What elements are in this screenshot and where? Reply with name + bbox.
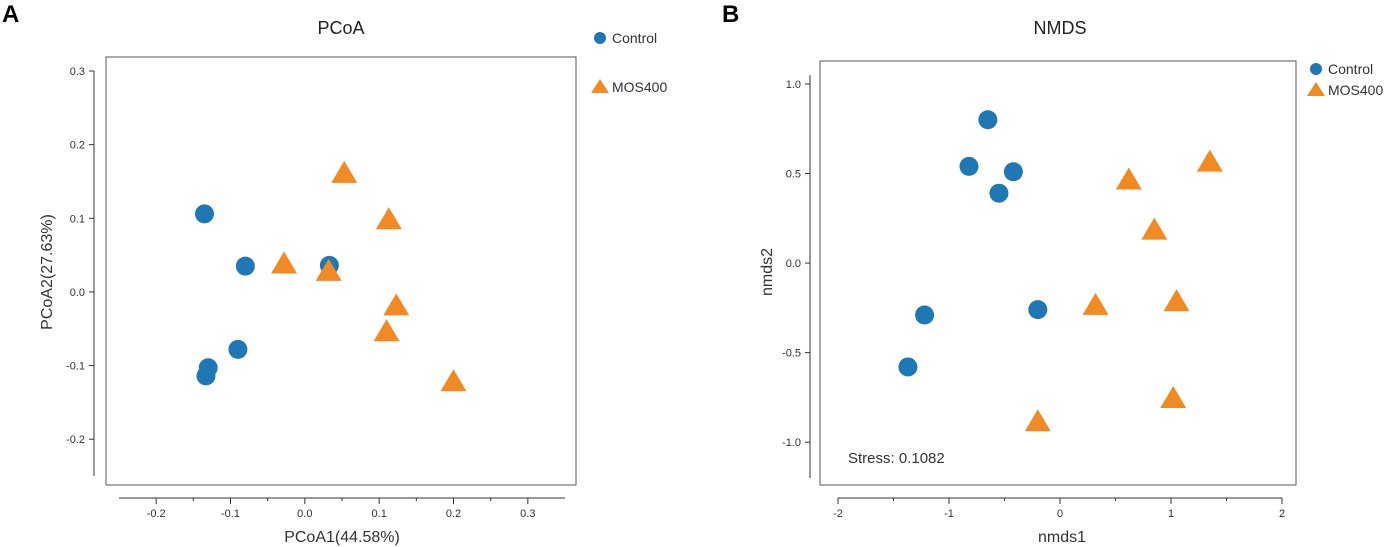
point-mos400-pcoa [271,251,298,274]
legend-marker-control-pcoa [594,32,606,44]
y-tick-label-nmds: 1.0 [786,79,801,91]
ticks-nmds: -2 -1 0 1 2 -1.0 -0.5 0.0 0.5 1.0 [782,79,1285,520]
points-pcoa [194,160,467,392]
panel-label-b: B [722,1,739,28]
y-tick-label-pcoa: 0.3 [70,66,85,78]
point-control-pcoa [235,256,255,276]
point-mos400-pcoa [375,207,402,230]
legend-label-mos400-nmds: MOS400 [1328,82,1383,98]
point-mos400-pcoa [383,293,410,316]
ticks-pcoa: -0.2 -0.1 0.0 0.1 0.2 0.3 -0.2 -0.1 0.0 0.1 0.2 0.3 [66,66,535,520]
stress-annotation: Stress: 0.1082 [848,450,945,467]
y-tick-label-pcoa: -0.1 [66,361,85,373]
x-tick-label-pcoa: 0.1 [372,508,387,520]
x-tick-label-pcoa: -0.2 [147,508,166,520]
point-control-nmds [898,357,918,377]
points-nmds [898,110,1223,432]
point-control-nmds [1028,300,1048,320]
point-control-nmds [989,183,1009,203]
point-mos400-pcoa [315,258,342,281]
point-mos400-pcoa [440,369,467,392]
legend-nmds: Control MOS400 [1307,61,1383,98]
point-control-pcoa [228,339,248,359]
point-control-nmds [959,156,979,176]
point-control-nmds [915,305,935,325]
legend-label-control-pcoa: Control [612,30,657,46]
point-control-pcoa [196,366,216,386]
x-tick-label-nmds: 2 [1279,508,1285,520]
y-tick-label-pcoa: 0.1 [70,213,85,225]
x-axis-label-pcoa: PCoA1(44.58%) [284,529,400,546]
chart-title-pcoa: PCoA [317,18,364,38]
point-mos400-nmds [1141,217,1168,240]
panel-pcoa: A PCoA -0.2 -0.1 0.0 0.1 0.2 0.3 -0.2 -0.1 0.0 0.… [2,1,667,546]
point-mos400-pcoa [373,319,400,342]
legend-label-mos400-pcoa: MOS400 [612,79,667,95]
x-axis-label-nmds: nmds1 [1038,529,1086,546]
y-tick-label-nmds: -0.5 [782,348,801,360]
legend-marker-mos400-nmds [1307,82,1325,96]
x-tick-label-pcoa: 0.0 [297,508,312,520]
point-control-nmds [1003,162,1023,182]
y-tick-label-pcoa: 0.2 [70,140,85,152]
point-mos400-nmds [1115,167,1142,190]
point-mos400-nmds [1163,289,1190,312]
plot-frame-pcoa [105,56,577,486]
chart-title-nmds: NMDS [1034,18,1087,38]
legend-pcoa: Control MOS400 [591,30,667,95]
y-tick-label-nmds: 0.5 [786,169,801,181]
legend-marker-control-nmds [1310,63,1322,75]
x-tick-label-pcoa: 0.2 [446,508,461,520]
plot-frame-nmds [819,60,1297,486]
panel-nmds: B NMDS -2 -1 0 1 2 -1.0 -0.5 0.0 0.5 1.0 nmds1 nm… [722,1,1383,546]
y-tick-label-pcoa: 0.0 [70,287,85,299]
y-axis-label-pcoa: PCoA2(27.63%) [39,214,56,330]
point-control-nmds [978,110,998,130]
x-tick-label-nmds: 1 [1168,508,1174,520]
x-tick-label-pcoa: -0.1 [221,508,240,520]
point-mos400-nmds [1024,409,1051,432]
x-tick-label-nmds: -2 [833,508,843,520]
panel-label-a: A [2,1,19,28]
point-mos400-nmds [1082,292,1109,315]
x-tick-label-nmds: -1 [944,508,954,520]
point-mos400-nmds [1160,385,1187,408]
y-axis-label-nmds: nmds2 [759,248,776,296]
legend-label-control-nmds: Control [1328,61,1373,77]
y-tick-label-nmds: 0.0 [786,258,801,270]
x-tick-label-nmds: 0 [1057,508,1063,520]
point-mos400-pcoa [331,160,358,183]
point-control-pcoa [194,204,214,224]
y-tick-label-nmds: -1.0 [782,437,801,449]
point-mos400-nmds [1196,149,1223,172]
legend-marker-mos400-pcoa [591,79,609,93]
x-tick-label-pcoa: 0.3 [520,508,535,520]
y-tick-label-pcoa: -0.2 [66,434,85,446]
